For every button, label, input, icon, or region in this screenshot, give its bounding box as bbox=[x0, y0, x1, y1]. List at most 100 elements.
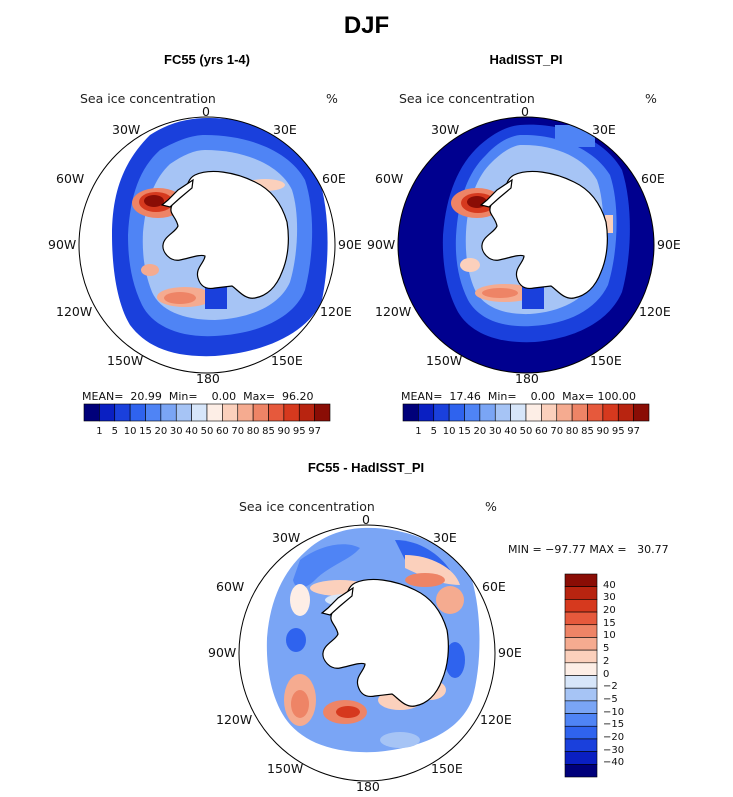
colorbar-tick-label: −2 bbox=[603, 681, 618, 693]
colorbar-tick-label: −10 bbox=[603, 706, 625, 718]
hadisst-lon-90e: 90E bbox=[657, 237, 681, 252]
colorbar-tick-label: 20 bbox=[154, 426, 168, 437]
colorbar-tick-label: 60 bbox=[216, 426, 229, 437]
colorbar-swatch bbox=[564, 751, 598, 765]
colorbar-tick-label: 10 bbox=[123, 426, 137, 437]
colorbar-tick-label: 2 bbox=[603, 655, 610, 667]
fc55-lon-0: 0 bbox=[202, 104, 210, 119]
colorbar-tick-label: 30 bbox=[603, 592, 616, 604]
panel-hadisst-subtitle: HadISST_PI bbox=[489, 52, 563, 67]
colorbar-tick-label: 40 bbox=[185, 426, 198, 437]
diff-lon-150e: 150E bbox=[431, 761, 463, 776]
hadisst-lon-30e: 30E bbox=[592, 122, 616, 137]
diff-lon-60w: 60W bbox=[216, 579, 245, 594]
colorbar-tick-label: 90 bbox=[596, 426, 610, 437]
colorbar-swatch bbox=[564, 586, 598, 600]
colorbar-tick-label: 97 bbox=[308, 426, 321, 437]
diff-lon-150w: 150W bbox=[267, 761, 304, 776]
colorbar-tick-label: 40 bbox=[603, 579, 616, 591]
diff-lon-90e: 90E bbox=[498, 645, 522, 660]
colorbar-tick-label: 5 bbox=[111, 426, 118, 437]
hadisst-stats: MEAN= 17.46 Min= 0.00 Max= 100.00 bbox=[401, 390, 637, 403]
colorbar-swatch bbox=[564, 687, 598, 702]
diff-lon-90w: 90W bbox=[208, 645, 237, 660]
hadisst-lon-150w: 150W bbox=[426, 353, 463, 368]
fc55-antarctica bbox=[162, 170, 289, 299]
fc55-lon-120w: 120W bbox=[56, 304, 93, 319]
panel-hadisst-units: % bbox=[645, 91, 657, 106]
fc55-lon-30w: 30W bbox=[112, 122, 141, 137]
colorbar-tick-label: 30 bbox=[169, 426, 183, 437]
colorbar-tick-label: 97 bbox=[627, 426, 640, 437]
fc55-lon-90w: 90W bbox=[48, 237, 77, 252]
hadisst-antarctica bbox=[481, 170, 608, 299]
fc55-lon-180: 180 bbox=[196, 371, 220, 386]
colorbar-tick-label: −5 bbox=[603, 693, 618, 705]
panel-diff-variable: Sea ice concentration bbox=[239, 499, 375, 514]
colorbar-swatch bbox=[633, 403, 650, 422]
diff-lon-120e: 120E bbox=[480, 712, 512, 727]
colorbar-tick-label: −30 bbox=[603, 744, 625, 756]
diff-lon-120w: 120W bbox=[216, 712, 253, 727]
colorbar-tick-label: 40 bbox=[504, 426, 517, 437]
diff-lon-30e: 30E bbox=[433, 530, 457, 545]
panel-fc55-subtitle: FC55 (yrs 1-4) bbox=[164, 52, 250, 67]
hadisst-lon-180: 180 bbox=[515, 371, 539, 386]
colorbar-tick-label: 15 bbox=[603, 617, 616, 629]
diff-lon-0: 0 bbox=[362, 512, 370, 527]
colorbar-tick-label: 85 bbox=[581, 426, 594, 437]
diff-lon-180: 180 bbox=[356, 779, 380, 794]
colorbar-tick-label: 85 bbox=[262, 426, 275, 437]
hadisst-lon-60e: 60E bbox=[641, 171, 665, 186]
panel-diff-units: % bbox=[485, 499, 497, 514]
colorbar-tick-label: 5 bbox=[603, 643, 610, 655]
colorbar-tick-label: 95 bbox=[611, 426, 625, 437]
colorbar-tick-label: −20 bbox=[603, 731, 625, 743]
colorbar-swatch bbox=[564, 649, 598, 664]
colorbar-tick-label: 70 bbox=[231, 426, 245, 437]
colorbar-swatch bbox=[564, 599, 598, 613]
figure-title: DJF bbox=[343, 12, 390, 39]
colorbar-tick-label: 10 bbox=[603, 630, 616, 642]
hadisst-lon-120e: 120E bbox=[639, 304, 671, 319]
colorbar-swatch bbox=[314, 403, 331, 422]
diff-lon-30w: 30W bbox=[272, 530, 301, 545]
colorbar-swatch bbox=[564, 713, 598, 727]
fc55-lon-150e: 150E bbox=[271, 353, 303, 368]
colorbar-tick-label: 50 bbox=[200, 426, 214, 437]
panel-fc55-units: % bbox=[326, 91, 338, 106]
colorbar-tick-label: −15 bbox=[603, 719, 625, 731]
colorbar-tick-label: 0 bbox=[603, 668, 610, 680]
colorbar-tick-label: 20 bbox=[473, 426, 487, 437]
panel-fc55-variable: Sea ice concentration bbox=[80, 91, 216, 106]
fc55-lon-150w: 150W bbox=[107, 353, 144, 368]
colorbar-swatch bbox=[564, 611, 598, 626]
colorbar-tick-label: 20 bbox=[603, 605, 616, 617]
colorbar-swatch bbox=[564, 675, 598, 689]
colorbar-tick-label: 80 bbox=[565, 426, 579, 437]
hadisst-lon-60w: 60W bbox=[375, 171, 404, 186]
colorbar-swatch bbox=[564, 764, 598, 778]
colorbar-tick-label: 30 bbox=[488, 426, 502, 437]
colorbar-tick-label: 80 bbox=[246, 426, 260, 437]
panel-hadisst-variable: Sea ice concentration bbox=[399, 91, 535, 106]
fc55-lon-60e: 60E bbox=[322, 171, 346, 186]
colorbar-tick-label: 95 bbox=[292, 426, 306, 437]
fc55-lon-30e: 30E bbox=[273, 122, 297, 137]
colorbar-tick-label: 15 bbox=[458, 426, 471, 437]
colorbar-swatch bbox=[564, 637, 598, 651]
colorbar-tick-label: 90 bbox=[277, 426, 291, 437]
hadisst-lon-90w: 90W bbox=[367, 237, 396, 252]
colorbar-tick-label: 1 bbox=[96, 426, 103, 437]
fc55-lon-60w: 60W bbox=[56, 171, 85, 186]
colorbar-swatch bbox=[564, 700, 598, 714]
hadisst-lon-30w: 30W bbox=[431, 122, 460, 137]
panel-diff-subtitle: FC55 - HadISST_PI bbox=[307, 460, 425, 475]
diff-lon-60e: 60E bbox=[482, 579, 506, 594]
